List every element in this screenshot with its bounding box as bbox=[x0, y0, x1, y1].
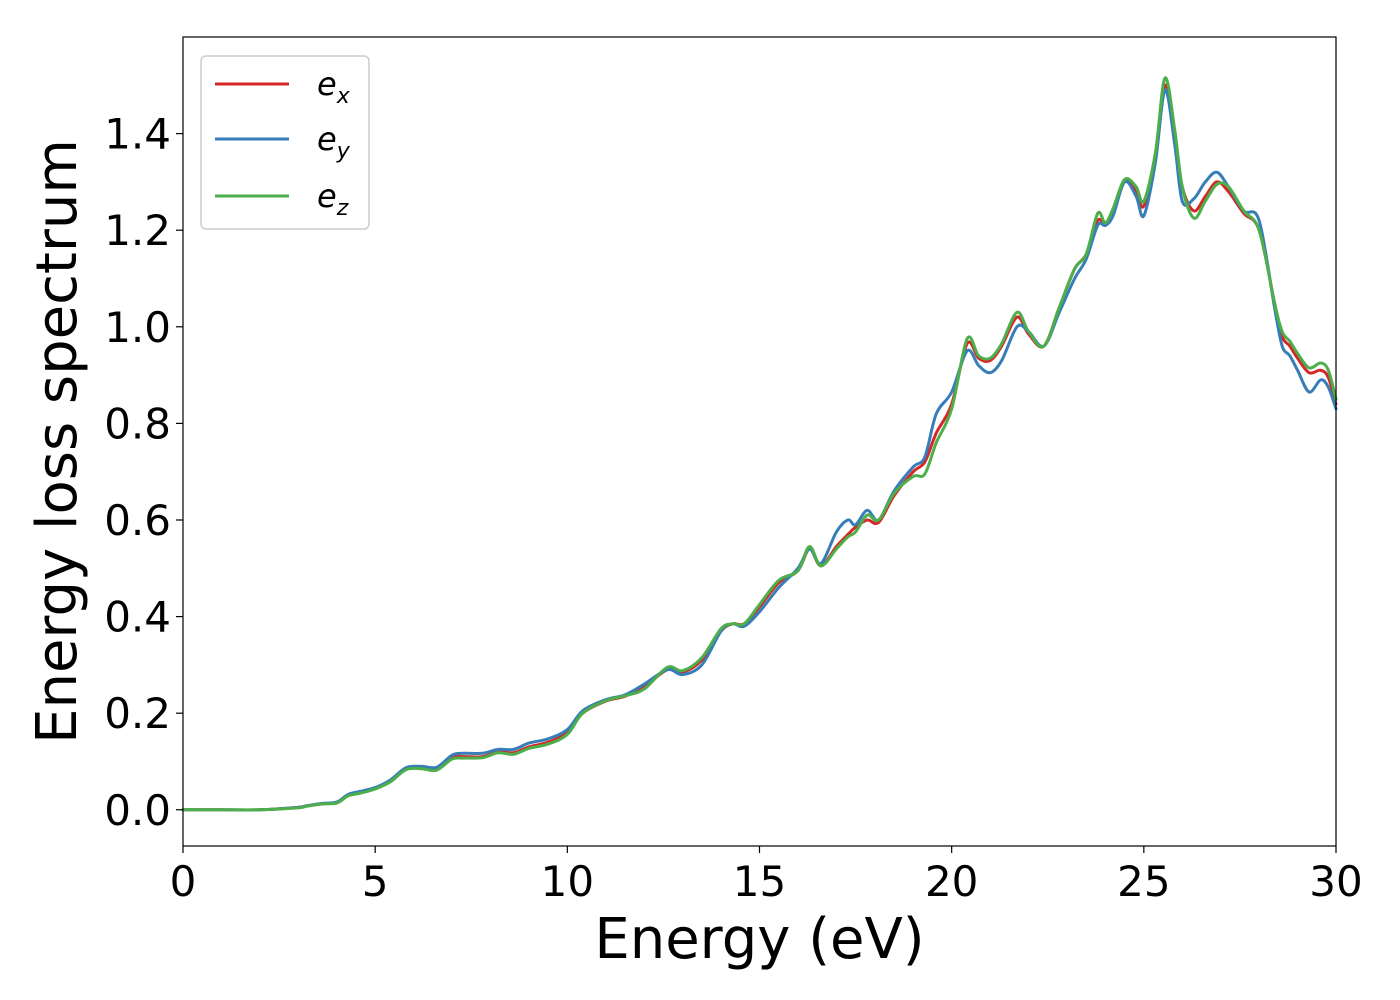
y-axis-label: Energy loss spectrum bbox=[25, 139, 90, 744]
legend-label-ey: ey bbox=[317, 120, 351, 164]
y-tick-label: 1.2 bbox=[104, 206, 171, 255]
y-tick-label: 0.2 bbox=[104, 689, 171, 738]
y-tick-label: 1.4 bbox=[104, 110, 171, 159]
y-tick-label: 0.4 bbox=[104, 593, 171, 642]
x-tick-label: 0 bbox=[170, 857, 197, 906]
x-tick-label: 25 bbox=[1117, 857, 1170, 906]
series-layer bbox=[181, 76, 1338, 812]
legend-box bbox=[200, 55, 370, 230]
series-line-ez bbox=[181, 76, 1338, 812]
legend-entries: ex ey ez bbox=[215, 65, 351, 221]
x-tick-label: 20 bbox=[925, 857, 978, 906]
x-tick-label: 5 bbox=[362, 857, 389, 906]
legend-label-ez: ez bbox=[317, 177, 349, 221]
y-axis-ticks: 0.0 0.2 0.4 0.6 0.8 1.0 1.2 1.4 bbox=[104, 110, 183, 835]
x-tick-label: 10 bbox=[541, 857, 594, 906]
x-tick-label: 15 bbox=[733, 857, 786, 906]
y-tick-label: 0.0 bbox=[104, 786, 171, 835]
x-tick-label: 30 bbox=[1309, 857, 1362, 906]
series-line-ey bbox=[181, 88, 1338, 812]
legend-label-ex: ex bbox=[317, 65, 351, 109]
x-axis-ticks: 0 5 10 15 20 25 30 bbox=[170, 846, 1363, 906]
y-tick-label: 1.0 bbox=[104, 303, 171, 352]
y-tick-label: 0.6 bbox=[104, 496, 171, 545]
x-axis-label: Energy (eV) bbox=[594, 907, 924, 972]
legend: ex ey ez bbox=[200, 55, 370, 230]
y-tick-label: 0.8 bbox=[104, 399, 171, 448]
